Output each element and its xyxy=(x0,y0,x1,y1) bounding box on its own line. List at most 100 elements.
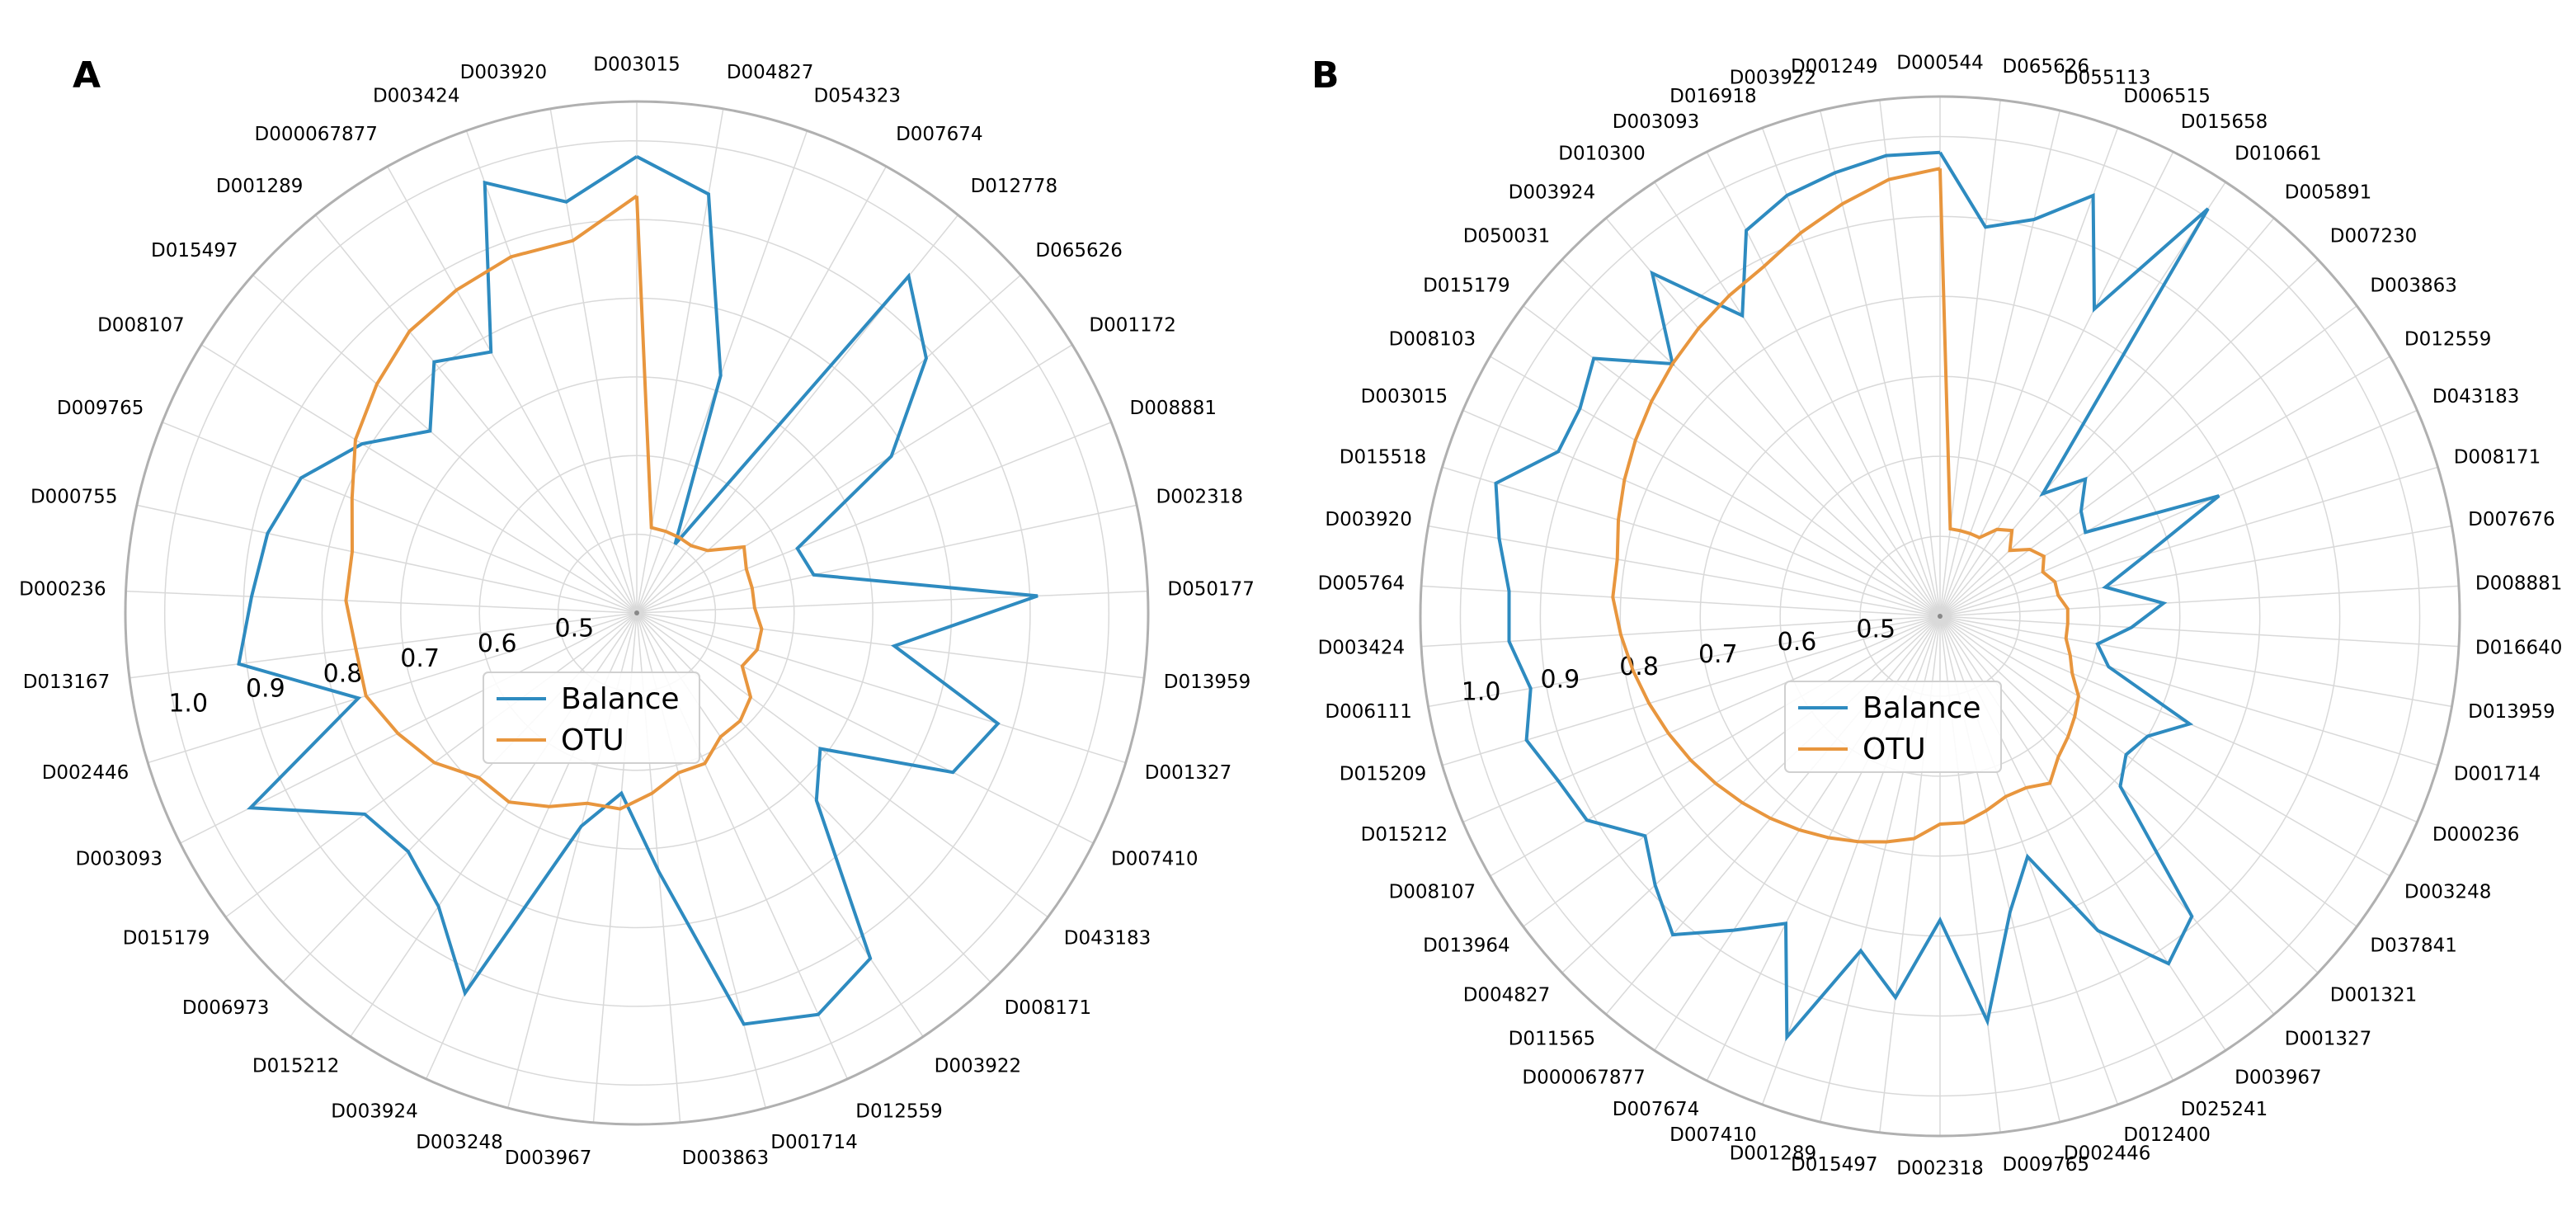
category-label: D003924 xyxy=(331,1101,418,1123)
radar-center xyxy=(1938,614,1943,619)
spoke-gridline xyxy=(1939,615,2390,877)
category-label: D015212 xyxy=(252,1056,340,1077)
category-label: D007230 xyxy=(2330,226,2418,247)
radial-tick-label: 0.9 xyxy=(246,675,285,704)
category-label: D006973 xyxy=(182,997,270,1019)
category-label: D015179 xyxy=(1423,275,1510,296)
spoke-gridline xyxy=(1654,181,1941,617)
category-label: D010661 xyxy=(2235,144,2322,165)
category-label: D015658 xyxy=(2181,111,2268,133)
category-label: D000544 xyxy=(1896,53,1984,74)
spoke-gridline xyxy=(1939,151,2174,617)
legend-label-otu: OTU xyxy=(1863,733,1926,766)
radial-tick-label: 0.9 xyxy=(1540,665,1580,694)
category-label: D013167 xyxy=(23,672,111,693)
series-line-balance xyxy=(237,155,1038,1026)
outer-circle xyxy=(124,100,1150,1126)
category-label: D000755 xyxy=(31,487,118,508)
spoke-gridline xyxy=(1421,585,1941,617)
category-label: D007674 xyxy=(1613,1099,1700,1120)
category-label: D007674 xyxy=(896,124,983,145)
outer-circle xyxy=(1419,95,2461,1138)
radial-tick-label: 0.8 xyxy=(323,659,363,688)
category-label: D015497 xyxy=(151,240,238,262)
category-label: D003424 xyxy=(1318,637,1406,658)
radar-panel-a: A 0.5 0.6 0.7 0.8 0.9 1.0 D003015 D004827D05432… xyxy=(19,54,1255,1170)
category-label: D008171 xyxy=(2454,446,2541,468)
category-label: D001327 xyxy=(2285,1029,2372,1050)
category-label: D003863 xyxy=(682,1148,770,1169)
category-label: D001289 xyxy=(216,176,304,197)
category-label: D001321 xyxy=(2330,984,2418,1006)
category-label: D016640 xyxy=(2475,637,2563,658)
category-label: D001714 xyxy=(2454,764,2541,785)
radial-tick-label: 0.8 xyxy=(1619,653,1659,681)
spoke-gridline xyxy=(1939,615,2459,648)
panel-label-b: B xyxy=(1312,54,1340,97)
spoke-gridline xyxy=(636,612,1048,918)
spoke-gridline xyxy=(125,590,638,614)
category-label: D009765 xyxy=(57,398,144,419)
spoke-gridline xyxy=(636,612,1094,844)
spoke-gridline xyxy=(314,214,638,614)
category-label: D008171 xyxy=(1005,997,1092,1019)
spoke-gridline xyxy=(636,590,1148,614)
spoke-gridline xyxy=(147,612,638,764)
spoke-gridline xyxy=(1462,409,1941,617)
category-label: D011565 xyxy=(1509,1029,1596,1050)
category-label: D015179 xyxy=(123,927,210,949)
category-label: D003015 xyxy=(1361,386,1448,408)
radial-tick-label: 0.6 xyxy=(478,629,517,658)
category-label: D001327 xyxy=(1145,762,1232,784)
category-label: D000236 xyxy=(19,578,106,600)
category-label: D005891 xyxy=(2285,181,2372,203)
spoke-gridline xyxy=(1761,127,1941,617)
category-label: D001289 xyxy=(1730,1143,1817,1164)
category-label: D003248 xyxy=(2404,882,2492,903)
category-label: D012778 xyxy=(971,176,1058,197)
category-label: D055113 xyxy=(2064,68,2151,89)
spoke-gridline xyxy=(200,344,638,614)
spoke-gridline xyxy=(1939,615,2452,708)
category-label: D008103 xyxy=(1389,329,1476,351)
radial-tick-label: 0.5 xyxy=(1856,615,1896,644)
spoke-gridline xyxy=(1819,110,1941,617)
category-label: D000067877 xyxy=(1522,1067,1645,1088)
category-label: D002446 xyxy=(2064,1143,2151,1164)
category-label: D003924 xyxy=(1509,181,1596,203)
spoke-gridline xyxy=(1561,259,1941,617)
spoke-gridline xyxy=(1428,615,1941,708)
category-label: D013959 xyxy=(1164,672,1251,693)
category-label: D006515 xyxy=(2123,86,2211,107)
category-label: D065626 xyxy=(2002,56,2089,78)
spoke-gridline xyxy=(1939,217,2275,617)
spoke-gridline xyxy=(1428,525,1941,617)
spoke-gridline xyxy=(1462,615,1941,823)
category-label: D009765 xyxy=(2002,1154,2089,1176)
series-line-otu xyxy=(344,194,764,811)
spoke-gridline xyxy=(1939,181,2226,617)
spoke-gridline xyxy=(636,612,1145,679)
category-label: D003248 xyxy=(416,1132,503,1153)
category-label: D003922 xyxy=(935,1056,1022,1077)
legend-label-otu: OTU xyxy=(561,723,624,757)
category-label: D008881 xyxy=(2475,573,2563,595)
radial-tick-label: 0.6 xyxy=(1778,628,1817,657)
panel-label-a: A xyxy=(73,54,101,97)
category-label: D003920 xyxy=(1325,509,1412,530)
radial-tick-label: 1.0 xyxy=(1462,677,1501,706)
legend-label-balance: Balance xyxy=(1863,691,1981,725)
category-label: D012559 xyxy=(2404,329,2492,351)
category-label: D037841 xyxy=(2370,935,2457,957)
spoke-gridline xyxy=(1939,615,2418,823)
category-label: D000067877 xyxy=(255,124,378,145)
category-label: D025241 xyxy=(2181,1099,2268,1120)
spoke-gridline xyxy=(252,274,638,614)
category-label: D001249 xyxy=(1791,56,1878,78)
category-label: D003967 xyxy=(505,1148,592,1169)
series-line-balance xyxy=(1494,150,2220,1042)
category-label: D003015 xyxy=(593,54,680,76)
spoke-gridline xyxy=(465,130,638,614)
spoke-gridline xyxy=(180,612,638,844)
